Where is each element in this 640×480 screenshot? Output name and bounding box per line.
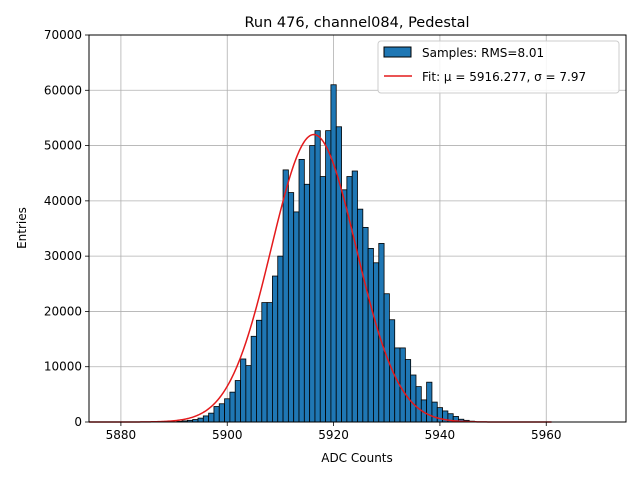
histogram-bar bbox=[208, 412, 215, 423]
x-tick-label: 5900 bbox=[212, 428, 243, 442]
histogram-bar bbox=[293, 211, 300, 423]
histogram-bar bbox=[224, 398, 231, 423]
histogram-bar bbox=[341, 189, 348, 423]
histogram-bar bbox=[314, 130, 321, 423]
x-tick-label: 5920 bbox=[318, 428, 349, 442]
legend-label-fit: Fit: μ = 5916.277, σ = 7.97 bbox=[422, 70, 586, 84]
legend-label-samples: Samples: RMS=8.01 bbox=[422, 46, 544, 60]
histogram-bar bbox=[234, 380, 241, 423]
histogram-bar bbox=[362, 226, 369, 423]
histogram-bar bbox=[436, 407, 443, 423]
y-tick-label: 0 bbox=[74, 415, 82, 429]
histogram-bar bbox=[367, 248, 374, 423]
histogram-bar bbox=[325, 130, 332, 423]
histogram-bars bbox=[176, 84, 475, 423]
histogram-bar bbox=[373, 262, 380, 423]
x-tick-label: 5960 bbox=[531, 428, 562, 442]
histogram-bar bbox=[298, 158, 305, 423]
histogram-bar bbox=[415, 386, 422, 423]
histogram-bar bbox=[202, 415, 210, 423]
histogram-bar bbox=[335, 126, 342, 423]
histogram-bar bbox=[197, 417, 204, 423]
histogram-bar bbox=[266, 302, 273, 423]
x-tick-label: 5940 bbox=[425, 428, 456, 442]
histogram-bar bbox=[229, 391, 236, 423]
plot-frame bbox=[88, 34, 627, 423]
legend: Samples: RMS=8.01 Fit: μ = 5916.277, σ =… bbox=[377, 40, 620, 94]
histogram-bar bbox=[282, 169, 289, 423]
y-tick-label: 10000 bbox=[44, 360, 82, 374]
histogram-bar bbox=[240, 358, 247, 423]
histogram-bar bbox=[351, 170, 358, 423]
histogram-bar bbox=[256, 319, 263, 423]
histogram-bar bbox=[309, 145, 316, 423]
histogram-bar bbox=[261, 302, 268, 423]
y-tick-label: 60000 bbox=[44, 83, 82, 97]
y-axis-ticks: 0 10000 20000 30000 40000 50000 60000 70000 bbox=[44, 28, 89, 429]
x-tick-label: 5880 bbox=[106, 428, 137, 442]
chart-title: Run 476, channel084, Pedestal bbox=[244, 15, 469, 31]
histogram-bar bbox=[410, 374, 417, 423]
legend-swatch-samples bbox=[383, 46, 412, 58]
y-tick-label: 20000 bbox=[44, 304, 82, 318]
histogram-bar bbox=[431, 401, 438, 423]
histogram-bar bbox=[277, 255, 284, 423]
y-tick-label: 40000 bbox=[44, 194, 82, 208]
histogram-bar bbox=[330, 84, 337, 423]
histogram-bar bbox=[272, 275, 279, 423]
histogram-bar bbox=[378, 243, 385, 423]
x-axis-ticks: 5880 5900 5920 5940 5960 bbox=[106, 422, 562, 442]
histogram-bar bbox=[404, 359, 412, 423]
histogram-bar bbox=[250, 335, 257, 423]
x-axis-label: ADC Counts bbox=[321, 451, 393, 465]
y-tick-label: 30000 bbox=[44, 249, 82, 263]
histogram-bar bbox=[399, 347, 406, 423]
histogram-bar bbox=[245, 365, 252, 423]
histogram-bar bbox=[357, 208, 364, 423]
y-axis-label: Entries bbox=[15, 207, 29, 249]
histogram-bar bbox=[213, 406, 220, 423]
histogram-bar bbox=[218, 403, 225, 423]
y-tick-label: 50000 bbox=[44, 139, 82, 153]
legend-box bbox=[377, 40, 620, 94]
histogram-bar bbox=[287, 192, 295, 423]
histogram-bar bbox=[303, 183, 311, 423]
histogram-bar bbox=[319, 176, 326, 423]
y-tick-label: 70000 bbox=[44, 28, 82, 42]
